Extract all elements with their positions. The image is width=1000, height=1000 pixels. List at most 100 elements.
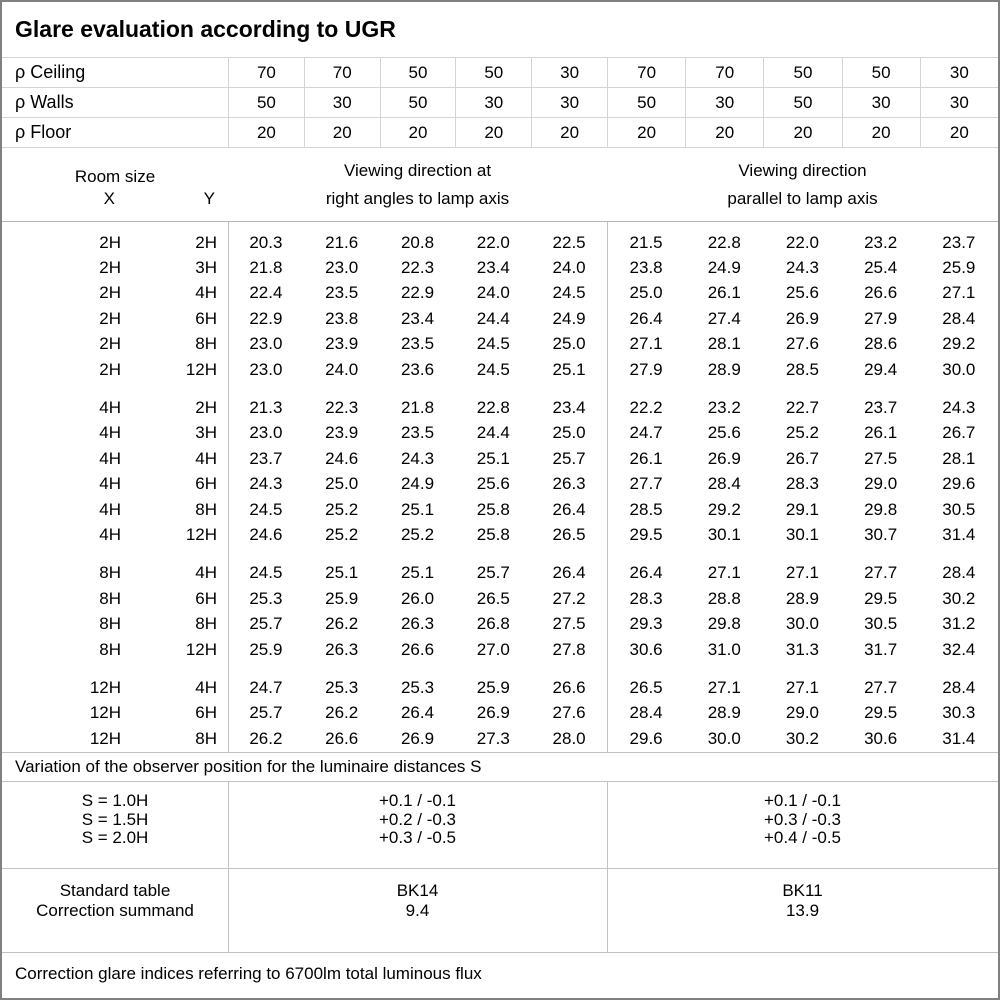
ugr-value: 28.4 — [942, 308, 976, 328]
ugr-value: 27.2 — [552, 588, 586, 608]
ugr-value: 23.5 — [325, 283, 359, 303]
ugr-value: 27.6 — [552, 703, 586, 723]
ugr-value: 27.1 — [942, 283, 976, 303]
ugr-value: 27.9 — [629, 359, 663, 379]
ugr-value: 29.0 — [864, 474, 898, 494]
ugr-value: 24.7 — [629, 423, 663, 443]
ugr-table-row: 8H 6H 25.3 25.9 26.0 26.5 27.2 28.3 28.8… — [2, 586, 998, 611]
reflectance-value: 70 — [606, 58, 685, 87]
ugr-value: 22.3 — [400, 258, 435, 278]
standard-parallel-value: BK11 — [782, 881, 823, 900]
ugr-value: 26.1 — [707, 283, 741, 303]
ugr-value: 23.9 — [325, 334, 359, 354]
room-size-x: 2H — [99, 308, 121, 328]
room-size-y: 8H — [195, 499, 217, 519]
x-column-header: X — [103, 188, 115, 208]
ugr-value: 28.4 — [942, 677, 976, 697]
ugr-value: 27.3 — [476, 728, 510, 748]
variation-parallel-value: +0.1 / -0.1 — [763, 791, 842, 810]
ugr-value: 24.4 — [476, 423, 510, 443]
ugr-value: 22.7 — [785, 398, 819, 418]
ugr-value: 30.1 — [785, 524, 819, 544]
reflectance-value: 20 — [228, 118, 304, 147]
reflectance-value: 50 — [763, 58, 841, 87]
ugr-value: 21.8 — [249, 258, 283, 278]
room-size-y: 8H — [195, 614, 217, 634]
ugr-value: 25.8 — [476, 524, 510, 544]
variation-right-angles-value: +0.3 / -0.5 — [378, 828, 457, 848]
reflectance-value: 20 — [606, 118, 685, 147]
ugr-table-row: 2H 12H 23.0 24.0 23.6 24.5 25.1 27.9 28.… — [2, 357, 998, 382]
standard-table-row: Correction summand 9.4 13.9 — [2, 901, 998, 921]
ugr-value: 29.8 — [707, 614, 741, 634]
ugr-table-row: 2H 8H 23.0 23.9 23.5 24.5 25.0 27.1 28.1… — [2, 332, 998, 357]
ugr-value: 28.4 — [707, 474, 741, 494]
ugr-value: 23.4 — [476, 258, 510, 278]
observer-variation-heading: Variation of the observer position for t… — [2, 752, 998, 782]
reflectance-value: 30 — [685, 88, 763, 117]
ugr-value: 25.9 — [476, 677, 510, 697]
ugr-value: 31.2 — [942, 614, 976, 634]
ugr-value: 30.5 — [864, 614, 898, 634]
reflectance-value: 50 — [379, 58, 456, 87]
variation-parallel-value: +0.3 / -0.3 — [763, 809, 842, 829]
ugr-value: 28.9 — [707, 359, 741, 379]
ugr-value: 25.0 — [629, 283, 663, 303]
ugr-value: 29.2 — [942, 334, 976, 354]
ugr-value: 24.6 — [249, 524, 283, 544]
ugr-value: 26.3 — [325, 639, 359, 659]
ugr-value: 20.8 — [400, 232, 435, 252]
ugr-value: 22.4 — [249, 283, 283, 303]
ugr-table-row: 2H 3H 21.8 23.0 22.3 23.4 24.0 23.8 24.9… — [2, 255, 998, 280]
ugr-value: 28.6 — [864, 334, 898, 354]
observer-variation-row: S = 1.0H +0.1 / -0.1 +0.1 / -0.1 — [2, 791, 998, 810]
ugr-value: 25.1 — [400, 563, 435, 583]
ugr-value: 30.6 — [629, 639, 663, 659]
reflectance-row: ρ Ceiling 70 70 50 50 30 70 70 50 50 30 — [2, 58, 998, 88]
room-size-x: 8H — [99, 639, 121, 659]
room-size-4h-block: 4H 2H 21.3 22.3 21.8 22.8 23.4 22.2 23.2… — [2, 395, 998, 547]
standard-parallel-value: 13.9 — [785, 901, 820, 920]
ugr-value: 28.8 — [707, 588, 741, 608]
ugr-value: 26.9 — [400, 728, 435, 748]
ugr-value: 25.1 — [325, 563, 359, 583]
ugr-value: 24.5 — [552, 283, 586, 303]
header-line: Viewing direction — [738, 160, 867, 180]
ugr-value: 30.0 — [707, 728, 741, 748]
ugr-value: 24.3 — [785, 258, 819, 278]
ugr-value: 29.1 — [785, 499, 819, 519]
room-size-x: 4H — [99, 499, 121, 519]
ugr-value: 24.3 — [942, 398, 976, 418]
spacing-label: S = 2.0H — [81, 828, 149, 848]
standard-row-label: Standard table — [59, 881, 171, 900]
ugr-value: 23.7 — [864, 398, 898, 418]
ugr-value: 27.1 — [707, 563, 741, 583]
ugr-value: 29.8 — [864, 499, 898, 519]
ugr-value: 24.0 — [552, 258, 586, 278]
ugr-value: 27.1 — [707, 677, 741, 697]
room-size-title: Room size — [74, 166, 156, 186]
room-size-x: 4H — [99, 448, 121, 468]
ugr-value: 25.8 — [476, 499, 510, 519]
ugr-value: 24.5 — [476, 359, 510, 379]
ugr-value: 26.5 — [629, 677, 663, 697]
ugr-value: 29.2 — [707, 499, 741, 519]
ugr-value: 23.7 — [249, 448, 283, 468]
ugr-value: 25.2 — [325, 524, 359, 544]
ugr-value: 25.0 — [552, 334, 586, 354]
ugr-value: 25.9 — [249, 639, 283, 659]
ugr-value: 25.3 — [249, 588, 283, 608]
ugr-value: 21.5 — [629, 232, 663, 252]
room-size-y: 3H — [195, 423, 217, 443]
ugr-value: 30.0 — [785, 614, 819, 634]
standard-right-angles-value: BK14 — [396, 881, 439, 900]
ugr-value: 30.1 — [707, 524, 741, 544]
room-size-y: 4H — [195, 283, 217, 303]
ugr-value: 27.7 — [629, 474, 663, 494]
ugr-value: 27.5 — [552, 614, 586, 634]
ugr-value: 28.4 — [942, 563, 976, 583]
ugr-value: 23.6 — [400, 359, 435, 379]
ugr-value: 26.4 — [400, 703, 435, 723]
reflectance-value: 50 — [763, 88, 841, 117]
ugr-value: 20.3 — [249, 232, 283, 252]
